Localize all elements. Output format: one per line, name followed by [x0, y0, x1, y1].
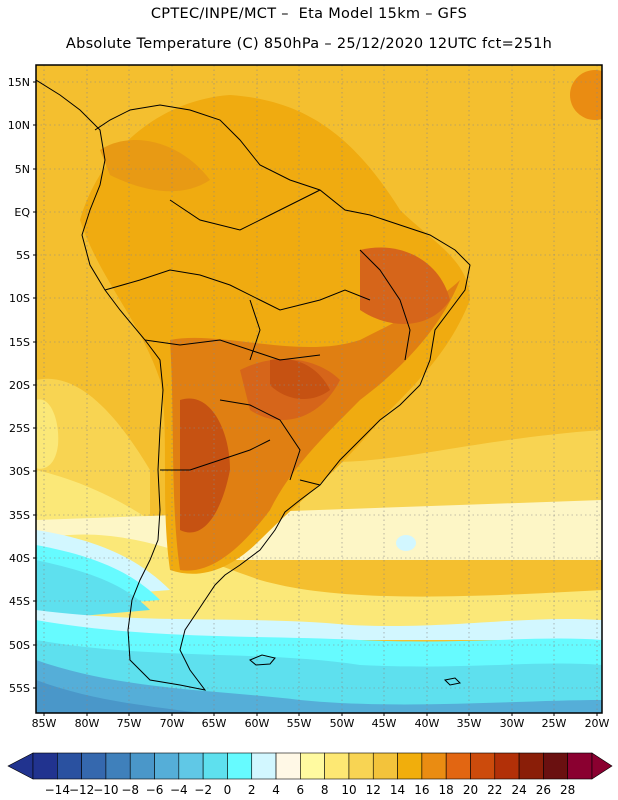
- colorbar-swatch: [129, 752, 155, 780]
- lat-label: 45S: [9, 595, 30, 608]
- colorbar-swatch: [251, 752, 277, 780]
- lat-label: 15N: [8, 76, 30, 89]
- colorbar-label: 8: [321, 783, 329, 797]
- lat-label: 40S: [9, 552, 30, 565]
- colorbar-swatch: [105, 752, 131, 780]
- colorbar-over-arrow: [591, 752, 613, 780]
- map-title-line2: Absolute Temperature (C) 850hPa – 25/12/…: [65, 36, 553, 52]
- colorbar-label: −4: [170, 783, 188, 797]
- colorbar-swatch: [227, 752, 253, 780]
- colorbar-label: −2: [194, 783, 212, 797]
- colorbar-label: 14: [390, 783, 405, 797]
- lon-label: 50W: [330, 717, 355, 730]
- colorbar-label: 26: [536, 783, 551, 797]
- lon-label: 20W: [585, 717, 610, 730]
- colorbar-label: 22: [487, 783, 502, 797]
- lon-label: 30W: [500, 717, 525, 730]
- colorbar-swatch: [348, 752, 374, 780]
- lon-label: 85W: [32, 717, 57, 730]
- colorbar-swatch: [81, 752, 107, 780]
- lat-label: 5N: [15, 163, 30, 176]
- colorbar-swatch: [421, 752, 447, 780]
- lon-label: 65W: [202, 717, 227, 730]
- map-frame: [35, 64, 603, 714]
- colorbar-label: 2: [248, 783, 256, 797]
- colorbar-label: 24: [511, 783, 526, 797]
- latitude-labels: 15N 10N 5N EQ 5S 10S 15S 20S 25S 30S 35S 40S 45S 50S 5…: [8, 76, 36, 695]
- lat-label: 15S: [9, 336, 30, 349]
- graticule: [36, 65, 602, 713]
- lon-label: 60W: [245, 717, 270, 730]
- temperature-field: [36, 65, 602, 713]
- colorbar-swatch: [397, 752, 423, 780]
- colorbar-swatch: [494, 752, 520, 780]
- colorbar-swatch: [178, 752, 204, 780]
- lat-label: 55S: [9, 682, 30, 695]
- colorbar-swatch: [154, 752, 180, 780]
- colorbar-label: −10: [93, 783, 118, 797]
- colorbar-swatch: [324, 752, 350, 780]
- lon-label: 35W: [457, 717, 482, 730]
- lon-label: 40W: [415, 717, 440, 730]
- colorbar-label: 18: [439, 783, 454, 797]
- colorbar-swatch: [275, 752, 301, 780]
- lat-label: 30S: [9, 465, 30, 478]
- colorbar-label: −12: [69, 783, 94, 797]
- lon-label: 75W: [117, 717, 142, 730]
- lon-label: 80W: [75, 717, 100, 730]
- colorbar-label: −6: [146, 783, 164, 797]
- lat-label: 25S: [9, 422, 30, 435]
- colorbar-swatch: [543, 752, 568, 780]
- colorbar: −14−12−10 −8 −6 −4 −2 0 2 4 6 8 10 12 14 16 18 20 22 24 26…: [7, 752, 613, 797]
- colorbar-swatch: [567, 752, 593, 780]
- lat-label: 50S: [9, 639, 30, 652]
- colorbar-swatch: [57, 752, 82, 780]
- colorbar-label: 6: [297, 783, 305, 797]
- colorbar-label: −8: [121, 783, 139, 797]
- colorbar-swatch: [300, 752, 325, 780]
- lat-label: EQ: [14, 206, 30, 219]
- lat-label: 35S: [9, 509, 30, 522]
- longitude-labels: 85W 80W 75W 70W 65W 60W 55W 50W 45W 40W 35W 30W 25W 2…: [32, 713, 610, 730]
- lon-label: 25W: [542, 717, 567, 730]
- colorbar-swatch: [202, 752, 228, 780]
- colorbar-swatch: [32, 752, 58, 780]
- map-title-line1: CPTEC/INPE/MCT – Eta Model 15km – GFS: [150, 6, 468, 22]
- colorbar-label: 4: [272, 783, 280, 797]
- lat-label: 10S: [9, 292, 30, 305]
- colorbar-label: 20: [463, 783, 478, 797]
- colorbar-swatch: [518, 752, 544, 780]
- colorbar-label: 0: [224, 783, 232, 797]
- colorbar-label: 28: [560, 783, 575, 797]
- coastlines: [36, 79, 471, 691]
- lon-label: 45W: [372, 717, 397, 730]
- colorbar-swatch: [372, 752, 398, 780]
- lon-label: 70W: [160, 717, 185, 730]
- colorbar-label: 16: [414, 783, 429, 797]
- colorbar-label: 10: [341, 783, 356, 797]
- lon-label: 55W: [287, 717, 312, 730]
- colorbar-swatch: [445, 752, 471, 780]
- lat-label: 20S: [9, 379, 30, 392]
- lat-label: 5S: [16, 249, 30, 262]
- colorbar-label: 12: [366, 783, 381, 797]
- colorbar-label: −14: [45, 783, 70, 797]
- lat-label: 10N: [8, 119, 30, 132]
- colorbar-swatch: [470, 752, 496, 780]
- colorbar-under-arrow: [7, 752, 34, 780]
